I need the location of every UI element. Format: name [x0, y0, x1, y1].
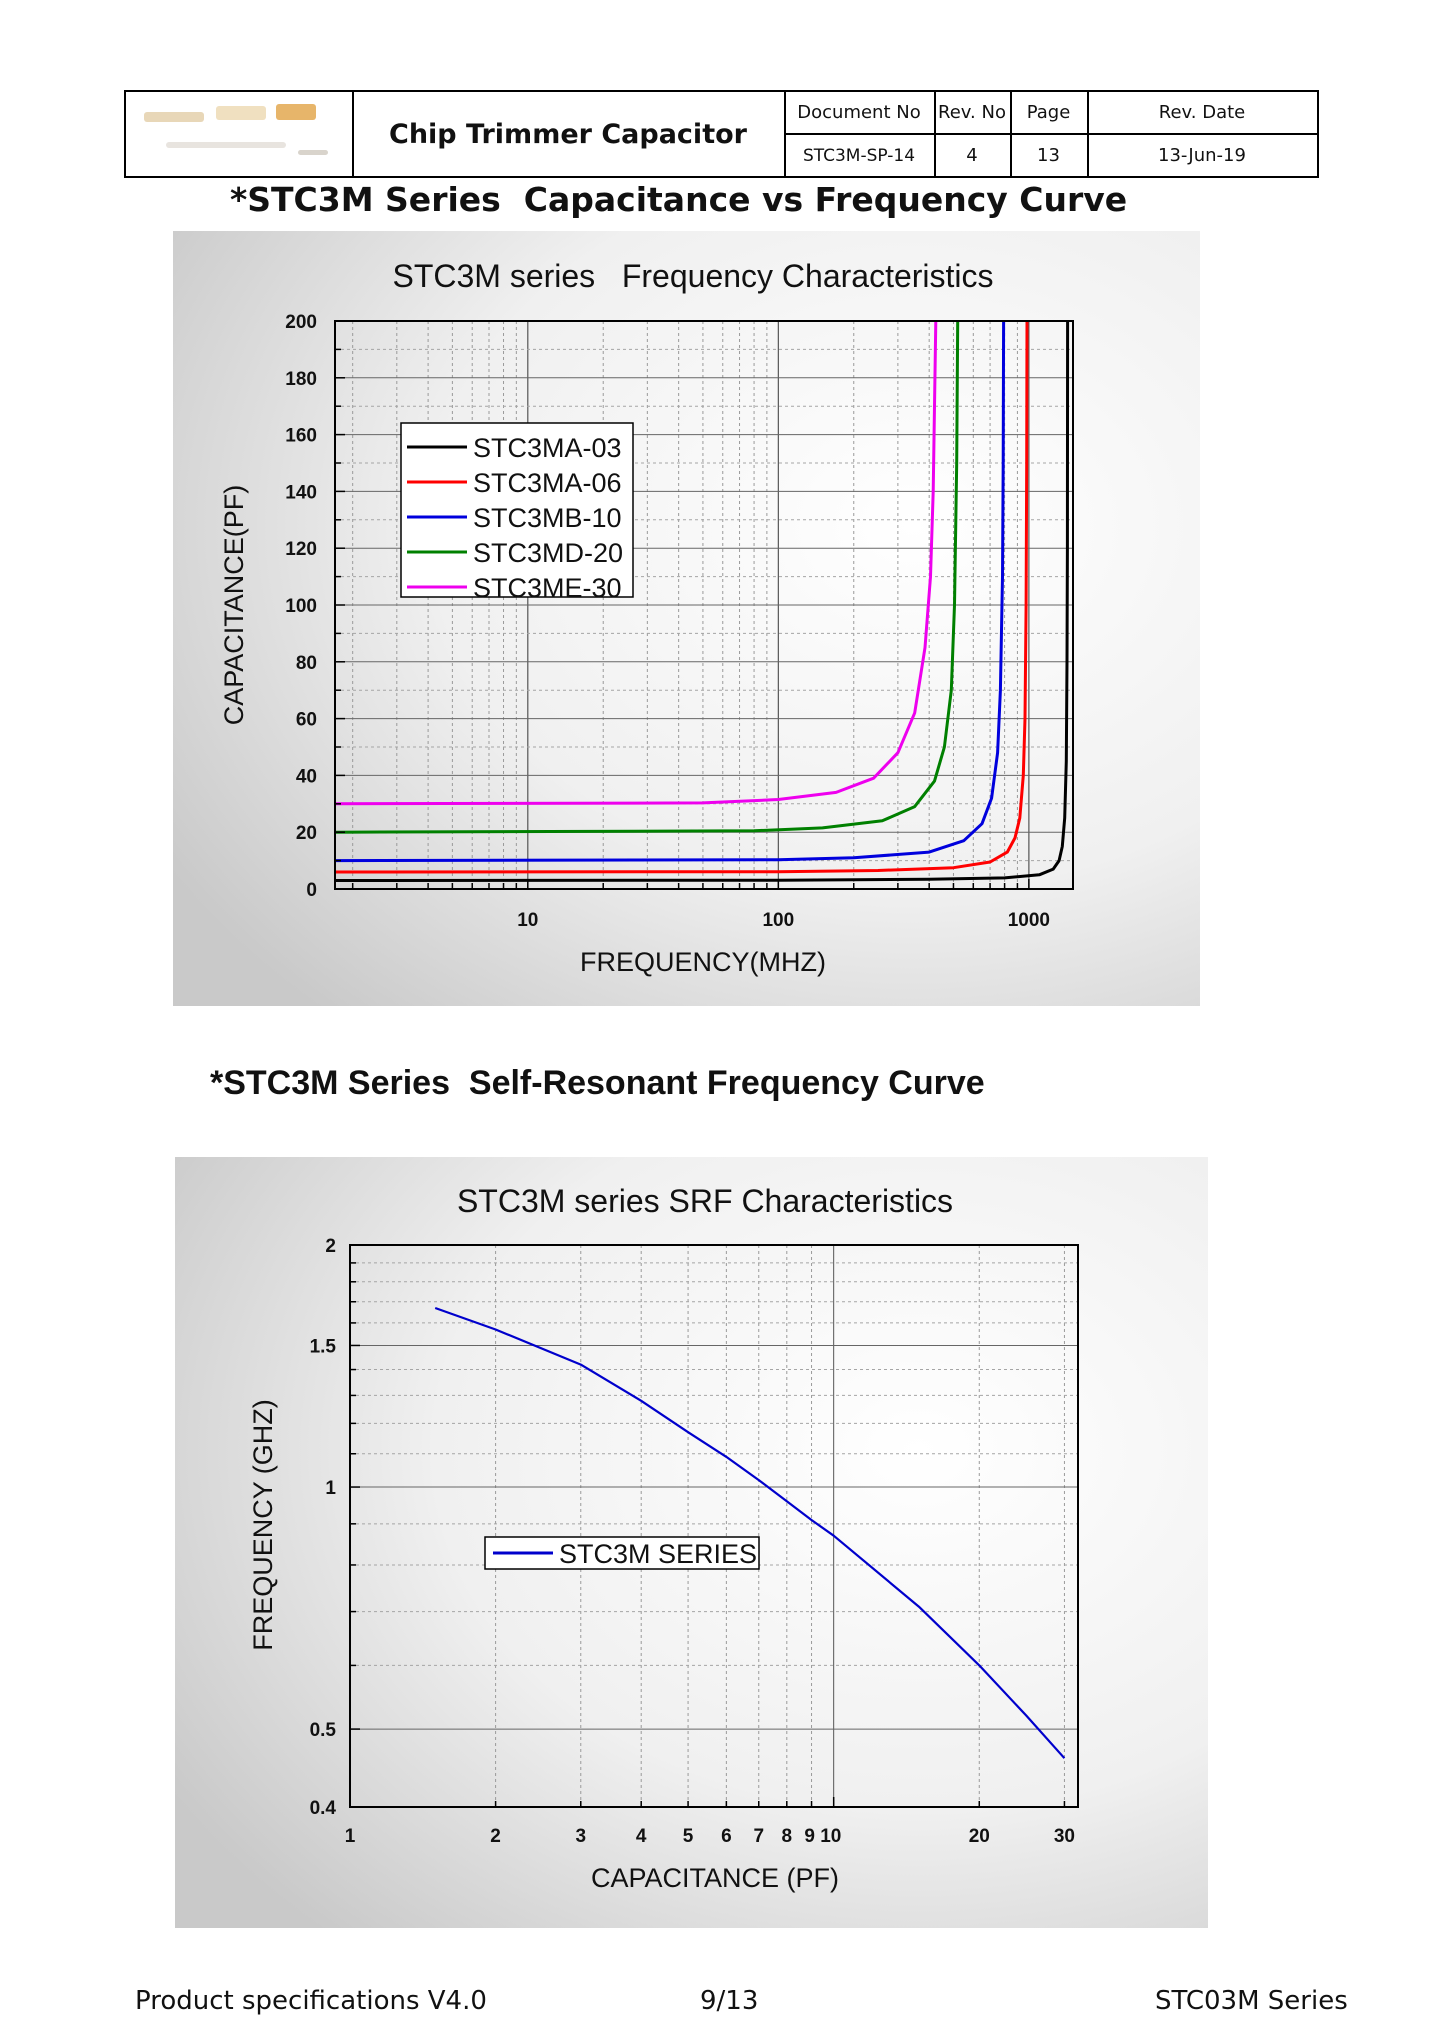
document-no-label: Document No: [797, 102, 921, 123]
y-tick-label: 60: [296, 710, 317, 731]
y-tick-label: 200: [285, 312, 317, 333]
legend: STC3M SERIES: [484, 1536, 760, 1570]
chart-title: STC3M series Frequency Characteristics: [392, 258, 993, 294]
y-tick-label: 140: [285, 482, 317, 503]
y-tick-label: 120: [285, 539, 317, 560]
chart-title: STC3M series SRF Characteristics: [457, 1183, 953, 1219]
legend-item-label: STC3MD-20: [473, 538, 623, 568]
y-axis-label: FREQUENCY (GHZ): [248, 1399, 278, 1651]
x-tick-label: 8: [782, 1826, 793, 1847]
legend: STC3MA-03 STC3MA-06 STC3MB-10 STC3MD-20 STC3…: [400, 422, 634, 603]
legend-item-label: STC3MA-06: [473, 468, 622, 498]
x-tick-label: 1: [345, 1826, 356, 1847]
legend-item-label: STC3MB-10: [473, 503, 622, 533]
y-tick-label: 20: [296, 823, 317, 844]
series-line-stc3m-series: [434, 1306, 1066, 1759]
plot-frame: [334, 320, 1074, 890]
page-value: 13: [1037, 145, 1060, 166]
y-tick-label: 0.4: [310, 1798, 337, 1819]
footer-page-number: 9/13: [700, 1986, 759, 2016]
y-tick-label: 0: [306, 880, 317, 901]
document-title: Chip Trimmer Capacitor: [389, 118, 747, 150]
series-line-stc3me-30: [334, 320, 938, 806]
series-line-stc3mb-10: [334, 320, 1006, 863]
section-title-capacitance-vs-frequency: *STC3M Series Capacitance vs Frequency C…: [230, 180, 1128, 219]
rev-no-label: Rev. No: [938, 102, 1006, 123]
footer-left: Product specifications V4.0: [135, 1986, 487, 2016]
x-tick-label: 10: [517, 910, 538, 931]
y-axis-label: CAPACITANCE(PF): [219, 485, 249, 726]
x-axis-label: CAPACITANCE (PF): [591, 1863, 839, 1893]
x-tick-label: 30: [1054, 1826, 1075, 1847]
x-tick-label: 5: [683, 1826, 694, 1847]
legend-item-label: STC3M SERIES: [559, 1539, 757, 1569]
rev-no-value: 4: [966, 145, 978, 166]
x-tick-label: 9 10: [804, 1826, 841, 1847]
rev-date-label: Rev. Date: [1158, 102, 1246, 123]
y-tick-label: 2: [325, 1236, 336, 1257]
header-table: Chip Trimmer Capacitor Document No Rev. …: [124, 90, 1319, 178]
frequency-characteristics-chart: 10 100 1000 0 20 40 60 80 100 120 140 160 180 200 STC…: [173, 231, 1200, 1006]
legend-box: [400, 422, 634, 598]
document-no-value: STC3M-SP-14: [802, 145, 916, 166]
rev-date-value: 13-Jun-19: [1158, 145, 1246, 166]
y-tick-label: 100: [285, 596, 317, 617]
y-tick-label: 40: [296, 766, 317, 787]
y-tick-label: 180: [285, 369, 317, 390]
x-tick-label: 100: [762, 910, 794, 931]
y-tick-label: 1.5: [310, 1336, 337, 1357]
y-tick-label: 160: [285, 426, 317, 447]
x-tick-label: 4: [636, 1826, 647, 1847]
x-tick-label: 6: [721, 1826, 732, 1847]
company-logo: [126, 92, 352, 176]
x-tick-label: 2: [490, 1826, 501, 1847]
x-tick-label: 1000: [1008, 910, 1050, 931]
legend-item-label: STC3ME-30: [473, 573, 622, 603]
x-tick-label: 7: [753, 1826, 764, 1847]
page-label: Page: [1026, 102, 1071, 123]
x-axis-label: FREQUENCY(MHZ): [580, 947, 826, 977]
legend-item-label: STC3MA-03: [473, 433, 622, 463]
footer-right: STC03M Series: [1155, 1986, 1348, 2016]
x-tick-label: 20: [969, 1826, 990, 1847]
x-tick-label: 3: [575, 1826, 586, 1847]
series-line-stc3ma-06: [334, 320, 1029, 874]
plot-frame: [349, 1244, 1079, 1808]
series-line-stc3ma-03: [334, 320, 1070, 882]
section-title-self-resonant-frequency: *STC3M Series Self-Resonant Frequency Cu…: [210, 1064, 985, 1102]
frequency-characteristics-chart-panel: 10 100 1000 0 20 40 60 80 100 120 140 160 180 200 STC…: [173, 231, 1200, 1006]
y-tick-label: 1: [325, 1478, 336, 1499]
series-line-stc3md-20: [334, 320, 960, 834]
y-tick-label: 0.5: [310, 1720, 337, 1741]
y-tick-label: 80: [296, 653, 317, 674]
